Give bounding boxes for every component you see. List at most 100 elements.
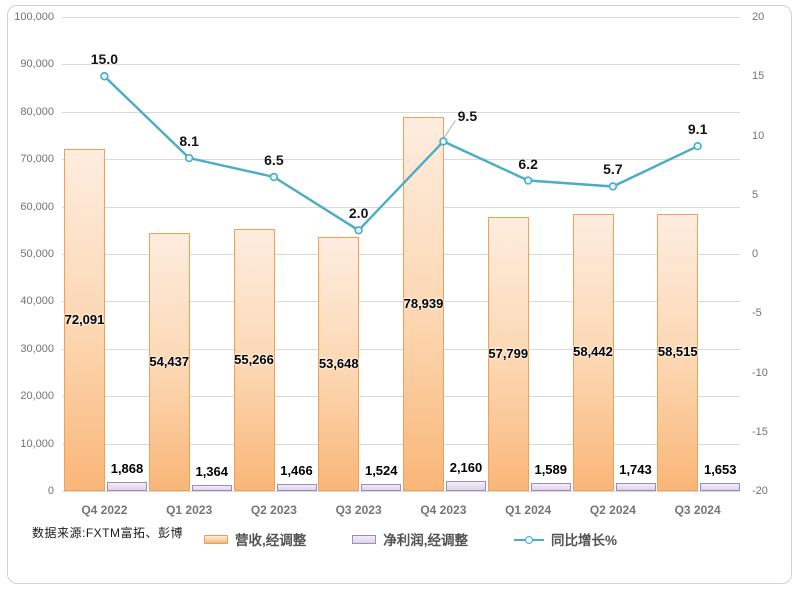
growth-line-swatch-icon bbox=[514, 534, 545, 545]
gridline bbox=[62, 301, 740, 302]
legend-label-growth: 同比增长% bbox=[551, 533, 618, 548]
legend-item-net-profit: 净利润,经调整 bbox=[352, 529, 468, 549]
net-profit-bar bbox=[191, 484, 232, 491]
net-profit-swatch-icon bbox=[352, 534, 377, 544]
y-axis-left-tick: 50,000 bbox=[20, 248, 54, 260]
gridline bbox=[62, 17, 740, 18]
x-axis-category-label: Q3 2024 bbox=[674, 503, 721, 517]
gridline bbox=[62, 491, 740, 492]
revenue-bar-label: 57,799 bbox=[488, 346, 529, 362]
gridline bbox=[62, 112, 740, 113]
growth-point-label: 2.0 bbox=[348, 205, 369, 222]
net-profit-bar-label: 1,743 bbox=[619, 461, 652, 477]
revenue-bar bbox=[233, 229, 275, 491]
x-axis-category-label: Q2 2023 bbox=[250, 503, 297, 517]
growth-point-marker bbox=[100, 72, 109, 81]
net-profit-bar-label: 2,160 bbox=[449, 459, 483, 475]
revenue-bar bbox=[64, 149, 105, 491]
net-profit-bar-label: 1,589 bbox=[534, 462, 568, 478]
x-axis-category-label: Q1 2024 bbox=[505, 503, 552, 517]
x-axis-category-label: Q1 2023 bbox=[166, 503, 213, 517]
growth-point-marker bbox=[354, 226, 363, 235]
y-axis-left-tick: 10,000 bbox=[20, 438, 54, 450]
revenue-bar bbox=[657, 213, 699, 491]
x-axis-category-label: Q3 2023 bbox=[335, 503, 382, 517]
revenue-bar bbox=[318, 236, 360, 491]
net-profit-bar-label: 1,868 bbox=[110, 461, 144, 477]
revenue-bar-label: 58,515 bbox=[657, 344, 698, 360]
y-axis-left-tick: 70,000 bbox=[20, 153, 54, 165]
chart-legend: 营收,经调整 净利润,经调整 同比增长% bbox=[204, 530, 617, 548]
net-profit-bar-label: 1,653 bbox=[703, 462, 737, 478]
y-axis-right-tick: 15 bbox=[752, 70, 765, 82]
y-axis-right-tick: 5 bbox=[752, 189, 759, 201]
y-axis-right-tick: 0 bbox=[752, 248, 759, 260]
x-axis-category-label: Q4 2022 bbox=[81, 503, 128, 517]
net-profit-bar bbox=[446, 480, 486, 491]
y-axis-left-tick: 80,000 bbox=[20, 106, 54, 118]
growth-point-label: 5.7 bbox=[603, 161, 623, 178]
growth-point-marker bbox=[184, 153, 194, 163]
y-axis-right-tick: -5 bbox=[752, 307, 762, 319]
growth-point-label: 15.0 bbox=[90, 51, 118, 68]
revenue-bar bbox=[487, 217, 529, 491]
x-axis-category-label: Q4 2023 bbox=[420, 503, 467, 517]
net-profit-bar-label: 1,364 bbox=[195, 463, 229, 479]
y-axis-left-tick: 40,000 bbox=[20, 295, 54, 307]
gridline bbox=[62, 254, 740, 255]
x-axis-category-label: Q2 2024 bbox=[589, 503, 636, 517]
legend-label-net-profit: 净利润,经调整 bbox=[383, 533, 469, 548]
growth-point-label: 6.5 bbox=[264, 151, 284, 168]
legend-label-revenue: 营收,经调整 bbox=[235, 533, 307, 548]
label-leader-line bbox=[443, 120, 456, 138]
y-axis-left-tick: 100,000 bbox=[14, 11, 54, 23]
revenue-bar-label: 53,648 bbox=[318, 355, 359, 371]
y-axis-right-tick: 20 bbox=[752, 11, 765, 23]
growth-line-chart bbox=[100, 72, 702, 235]
net-profit-bar bbox=[700, 483, 741, 491]
gridline bbox=[62, 349, 740, 350]
gridline bbox=[62, 64, 740, 65]
growth-point-marker bbox=[269, 172, 279, 182]
y-axis-left-tick: 90,000 bbox=[20, 58, 54, 70]
gridline bbox=[62, 396, 740, 397]
growth-point-label: 9.5 bbox=[457, 108, 478, 125]
revenue-bar-label: 54,437 bbox=[149, 353, 190, 369]
net-profit-bar-label: 1,466 bbox=[280, 463, 313, 479]
revenue-bar bbox=[572, 213, 614, 491]
net-profit-bar-label: 1,524 bbox=[364, 462, 398, 478]
growth-point-marker bbox=[439, 137, 448, 146]
growth-point-marker bbox=[523, 176, 533, 185]
y-axis-left-tick: 20,000 bbox=[20, 390, 54, 402]
revenue-bar-label: 78,939 bbox=[403, 295, 444, 311]
growth-point-marker bbox=[693, 141, 702, 151]
net-profit-bar bbox=[361, 483, 402, 491]
revenue-bar-label: 55,266 bbox=[234, 352, 274, 368]
gridline bbox=[62, 207, 740, 208]
net-profit-bar bbox=[615, 482, 656, 491]
growth-point-label: 6.2 bbox=[518, 155, 538, 172]
growth-line bbox=[103, 75, 699, 232]
growth-point-label: 8.1 bbox=[179, 133, 199, 149]
legend-item-growth: 同比增长% bbox=[514, 529, 617, 549]
net-profit-bar bbox=[107, 482, 147, 491]
revenue-bar-label: 72,091 bbox=[64, 312, 105, 328]
source-note: 数据来源:FXTM富拓、彭博 bbox=[32, 526, 183, 540]
y-axis-right-tick: -20 bbox=[752, 485, 768, 497]
growth-point-label: 9.1 bbox=[687, 121, 708, 138]
revenue-bar bbox=[403, 116, 444, 491]
revenue-swatch-icon bbox=[204, 534, 228, 544]
revenue-bar bbox=[148, 232, 190, 491]
net-profit-bar bbox=[276, 484, 317, 491]
y-axis-right-tick: -15 bbox=[752, 426, 768, 438]
y-axis-right-tick: -10 bbox=[752, 367, 768, 379]
legend-item-revenue: 营收,经调整 bbox=[204, 529, 306, 549]
net-profit-bar bbox=[530, 483, 571, 491]
y-axis-left-tick: 60,000 bbox=[20, 201, 54, 213]
y-axis-left-tick: 30,000 bbox=[20, 343, 54, 355]
y-axis-left-tick: 0 bbox=[47, 485, 54, 497]
y-axis-right-tick: 10 bbox=[752, 130, 765, 142]
gridline bbox=[62, 159, 740, 160]
growth-point-marker bbox=[608, 182, 618, 191]
gridline bbox=[62, 444, 740, 445]
